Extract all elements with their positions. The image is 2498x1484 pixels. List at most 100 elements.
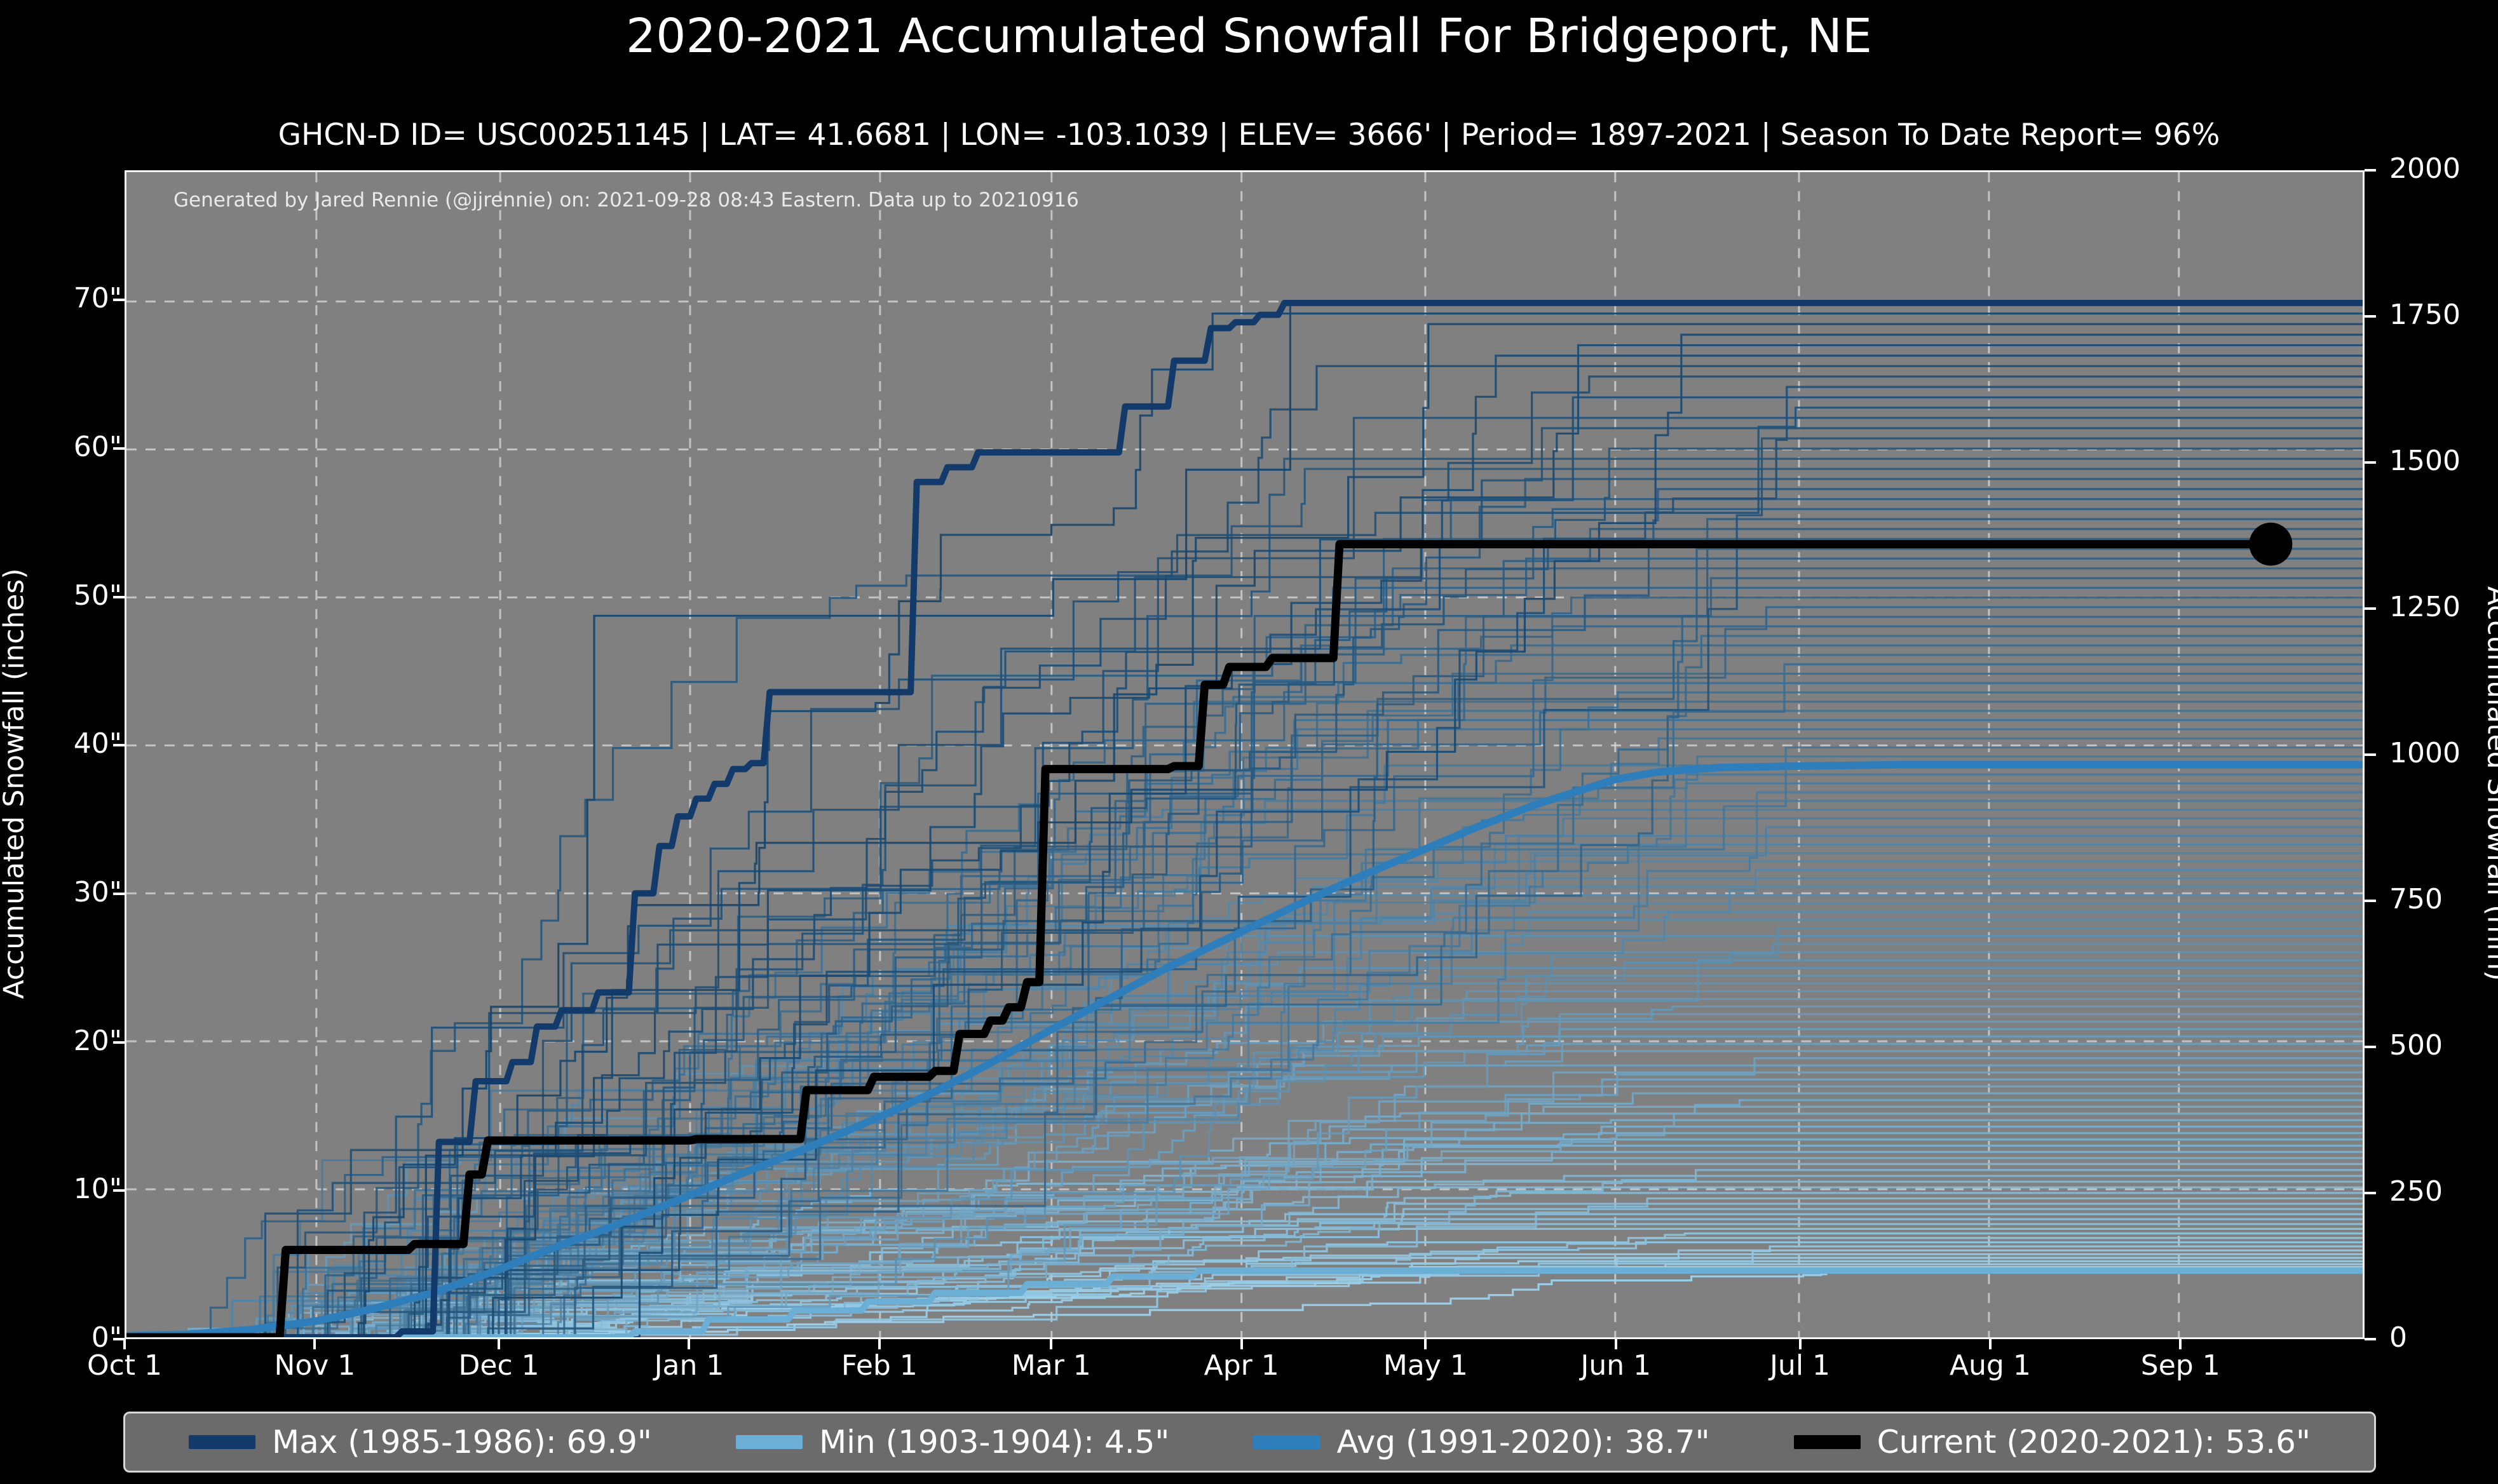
x-tick-apr-1: Apr 1 bbox=[1204, 1349, 1279, 1382]
y-tick-right-1500: 1500 bbox=[2389, 445, 2461, 477]
x-tickmark bbox=[1988, 1339, 1992, 1349]
x-tickmark bbox=[123, 1339, 126, 1349]
legend-swatch-min bbox=[735, 1435, 803, 1449]
y-tickmark-left bbox=[113, 1189, 125, 1192]
x-tickmark bbox=[498, 1339, 501, 1349]
y-tick-right-1750: 1750 bbox=[2389, 299, 2461, 331]
x-tick-oct-1: Oct 1 bbox=[86, 1349, 163, 1382]
historical-trace bbox=[126, 663, 2363, 1337]
x-tick-jan-1: Jan 1 bbox=[654, 1349, 724, 1382]
y-tick-right-250: 250 bbox=[2389, 1175, 2443, 1208]
x-tickmark bbox=[1050, 1339, 1053, 1349]
legend-swatch-current bbox=[1793, 1435, 1861, 1449]
y-tickmark-left bbox=[113, 447, 125, 450]
legend-item-min[interactable]: Min (1903-1904): 4.5" bbox=[735, 1424, 1170, 1460]
historical-trace bbox=[126, 635, 2363, 1337]
x-tickmark bbox=[1424, 1339, 1427, 1349]
legend-item-current[interactable]: Current (2020-2021): 53.6" bbox=[1793, 1424, 2311, 1460]
plot-area[interactable]: Generated by Jared Rennie (@jjrennie) on… bbox=[125, 170, 2365, 1339]
legend-label-min: Min (1903-1904): 4.5" bbox=[818, 1424, 1170, 1460]
historical-trace bbox=[126, 1112, 2363, 1337]
x-tick-mar-1: Mar 1 bbox=[1011, 1349, 1091, 1382]
historical-traces bbox=[126, 302, 2363, 1337]
y-tick-right-2000: 2000 bbox=[2389, 152, 2461, 185]
legend-item-max[interactable]: Max (1985-1986): 69.9" bbox=[189, 1424, 652, 1460]
x-tickmark bbox=[313, 1339, 316, 1349]
legend-label-avg: Avg (1991-2020): 38.7" bbox=[1336, 1424, 1710, 1460]
y-tick-left-60: 60" bbox=[73, 430, 122, 463]
historical-trace bbox=[126, 478, 2363, 1337]
historical-trace bbox=[126, 365, 2363, 1337]
y-tick-left-30: 30" bbox=[73, 875, 122, 908]
series-line-max[interactable] bbox=[126, 299, 2363, 1337]
historical-trace bbox=[126, 312, 2363, 1337]
historical-trace bbox=[126, 1169, 2363, 1337]
historical-trace bbox=[126, 302, 2363, 1337]
x-tickmark bbox=[1798, 1339, 1802, 1349]
y-tick-left-70: 70" bbox=[73, 282, 122, 315]
y-tick-left-50: 50" bbox=[73, 579, 122, 612]
historical-trace bbox=[126, 1245, 2363, 1337]
historical-trace bbox=[126, 447, 2363, 1337]
y-tickmark-right bbox=[2365, 169, 2376, 172]
historical-trace bbox=[126, 644, 2363, 1337]
y-tickmark-left bbox=[113, 1338, 125, 1340]
y-tick-left-10: 10" bbox=[73, 1173, 122, 1206]
historical-trace bbox=[126, 407, 2363, 1337]
y-tick-right-0: 0 bbox=[2389, 1321, 2407, 1354]
y-tickmark-right bbox=[2365, 461, 2376, 464]
legend-item-avg[interactable]: Avg (1991-2020): 38.7" bbox=[1253, 1424, 1710, 1460]
legend-label-current: Current (2020-2021): 53.6" bbox=[1877, 1424, 2311, 1460]
historical-trace bbox=[126, 951, 2363, 1337]
x-tick-sep-1: Sep 1 bbox=[2140, 1349, 2220, 1382]
historical-trace bbox=[126, 1269, 2363, 1337]
historical-trace bbox=[126, 1105, 2363, 1337]
historical-trace bbox=[126, 468, 2363, 1337]
x-tick-feb-1: Feb 1 bbox=[841, 1349, 918, 1382]
y-tickmark-left bbox=[113, 744, 125, 747]
y-tickmark-left bbox=[113, 299, 125, 302]
y-tickmark-left bbox=[113, 595, 125, 598]
historical-trace bbox=[126, 1057, 2363, 1337]
historical-trace bbox=[126, 919, 2363, 1337]
y-tickmark-left bbox=[113, 1041, 125, 1044]
historical-trace bbox=[126, 718, 2363, 1337]
historical-trace bbox=[126, 1071, 2363, 1337]
historical-trace bbox=[126, 755, 2363, 1337]
y-tick-left-20: 20" bbox=[73, 1024, 122, 1057]
plot-area-wrapper: Generated by Jared Rennie (@jjrennie) on… bbox=[125, 170, 2365, 1339]
legend-swatch-avg bbox=[1253, 1435, 1320, 1449]
x-tick-nov-1: Nov 1 bbox=[274, 1349, 356, 1382]
historical-trace bbox=[126, 344, 2363, 1337]
historical-trace bbox=[126, 746, 2363, 1337]
y-tick-right-1250: 1250 bbox=[2389, 591, 2461, 623]
series-line-current[interactable] bbox=[126, 540, 2275, 1337]
y-tickmark-right bbox=[2365, 607, 2376, 610]
historical-trace bbox=[126, 1092, 2363, 1337]
x-tickmark bbox=[1240, 1339, 1243, 1349]
chart-legend[interactable]: Max (1985-1986): 69.9" Min (1903-1904): 4… bbox=[123, 1412, 2376, 1473]
y-axis-left-title: Accumulated Snowfall (inches) bbox=[0, 568, 31, 999]
historical-trace bbox=[126, 437, 2363, 1337]
legend-swatch-max bbox=[189, 1435, 256, 1449]
y-tickmark-right bbox=[2365, 900, 2376, 902]
x-tick-jul-1: Jul 1 bbox=[1769, 1349, 1831, 1382]
x-tickmark bbox=[1614, 1339, 1617, 1349]
legend-label-max: Max (1985-1986): 69.9" bbox=[272, 1424, 652, 1460]
historical-trace bbox=[126, 488, 2363, 1337]
x-tick-aug-1: Aug 1 bbox=[1949, 1349, 2031, 1382]
y-tick-right-500: 500 bbox=[2389, 1029, 2443, 1062]
historical-trace bbox=[126, 597, 2363, 1337]
series-line-avg[interactable] bbox=[126, 760, 2363, 1337]
y-tick-right-1000: 1000 bbox=[2389, 737, 2461, 769]
y-tickmark-right bbox=[2365, 1192, 2376, 1194]
historical-trace bbox=[126, 586, 2363, 1337]
series-line-min[interactable] bbox=[126, 1267, 2363, 1337]
y-tickmark-right bbox=[2365, 753, 2376, 756]
y-tick-left-40: 40" bbox=[73, 727, 122, 760]
y-tickmark-right bbox=[2365, 1338, 2376, 1340]
historical-trace bbox=[126, 427, 2363, 1337]
y-tickmark-left bbox=[113, 892, 125, 895]
series-endpoint-marker-current[interactable] bbox=[2249, 522, 2293, 566]
